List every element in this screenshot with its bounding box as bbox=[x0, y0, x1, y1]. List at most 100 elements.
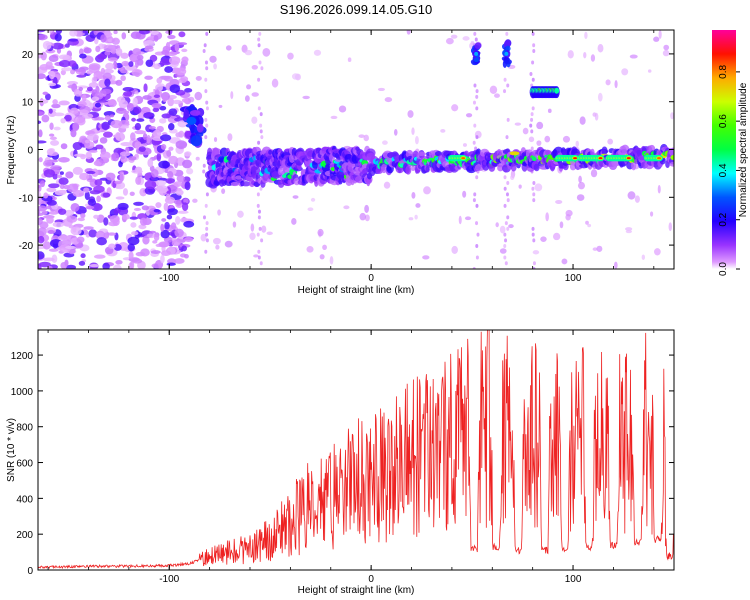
heatmap-cell bbox=[406, 30, 411, 35]
heatmap-cell bbox=[153, 209, 160, 213]
heatmap-cell bbox=[82, 30, 89, 34]
spectrogram-x-label: Height of straight line (km) bbox=[298, 285, 415, 296]
heatmap-cell bbox=[115, 132, 126, 142]
heatmap-cell bbox=[587, 223, 592, 228]
heatmap-cell bbox=[475, 221, 479, 226]
colorbar-tick-label: 0.0 bbox=[718, 262, 729, 276]
heatmap-cell bbox=[190, 122, 195, 134]
heatmap-cell bbox=[380, 163, 388, 174]
heatmap-cell bbox=[160, 134, 172, 142]
heatmap-cell bbox=[47, 229, 55, 234]
heatmap-cell bbox=[531, 77, 535, 82]
heatmap-cell bbox=[506, 117, 510, 122]
heatmap-cell bbox=[319, 254, 325, 260]
heatmap-cell bbox=[584, 31, 588, 40]
heatmap-cell bbox=[472, 100, 476, 105]
heatmap-cell bbox=[39, 64, 50, 71]
heatmap-cell bbox=[621, 68, 629, 76]
heatmap-cell bbox=[147, 158, 154, 168]
heatmap-cell bbox=[473, 31, 477, 36]
heatmap-cell bbox=[168, 56, 181, 65]
heatmap-cell bbox=[65, 245, 77, 250]
heatmap-cell bbox=[85, 151, 92, 160]
heatmap-cell bbox=[382, 140, 388, 145]
heatmap-cell bbox=[128, 61, 134, 67]
heatmap-cell bbox=[72, 122, 80, 132]
heatmap-cell bbox=[662, 49, 670, 57]
heatmap-cell bbox=[260, 66, 264, 71]
heatmap-cell bbox=[504, 238, 508, 243]
heatmap-cell bbox=[171, 239, 181, 247]
heatmap-cell bbox=[383, 181, 391, 189]
heatmap-cell bbox=[93, 254, 106, 259]
heatmap-cell bbox=[128, 156, 137, 161]
heatmap-cell bbox=[116, 96, 126, 104]
heatmap-cell bbox=[474, 42, 482, 49]
heatmap-cell bbox=[532, 180, 536, 185]
snr-x-tick-label: 0 bbox=[368, 574, 374, 585]
heatmap-cell bbox=[204, 89, 208, 94]
heatmap-cell bbox=[653, 248, 661, 256]
heatmap-cell bbox=[57, 208, 67, 215]
heatmap-cell bbox=[184, 130, 192, 137]
heatmap-cell bbox=[186, 116, 197, 125]
heatmap-cell bbox=[169, 84, 181, 94]
heatmap-cell bbox=[120, 75, 126, 82]
heatmap-cell bbox=[218, 104, 223, 108]
heatmap-cell bbox=[82, 113, 94, 119]
colorbar-gradient bbox=[712, 30, 736, 269]
heatmap-cell bbox=[411, 127, 415, 135]
heatmap-cell bbox=[230, 181, 240, 187]
heatmap-cell bbox=[121, 32, 127, 40]
heatmap-cell bbox=[583, 51, 587, 59]
heatmap-cell bbox=[573, 157, 578, 160]
heatmap-cell bbox=[473, 57, 480, 63]
colorbar-tick-label: 0.4 bbox=[718, 163, 729, 177]
heatmap-cell bbox=[205, 66, 209, 71]
heatmap-cell bbox=[567, 50, 574, 59]
heatmap-cell bbox=[260, 238, 264, 243]
heatmap-cell bbox=[183, 253, 189, 259]
heatmap-cell bbox=[307, 207, 314, 212]
heatmap-cell bbox=[183, 220, 195, 228]
heatmap-cell bbox=[54, 189, 66, 196]
heatmap-cell bbox=[503, 232, 507, 237]
heatmap-cell bbox=[190, 135, 203, 147]
heatmap-cell bbox=[38, 140, 47, 144]
heatmap-cell bbox=[458, 215, 462, 225]
colorbar-label: Normalized spectral amplitude bbox=[738, 82, 749, 217]
heatmap-cell bbox=[414, 135, 419, 145]
heatmap-cell bbox=[532, 198, 536, 203]
heatmap-cell bbox=[119, 119, 130, 125]
heatmap-cell bbox=[48, 210, 59, 215]
heatmap-cell bbox=[115, 48, 123, 57]
heatmap-cell bbox=[66, 215, 78, 223]
heatmap-cell bbox=[48, 108, 53, 114]
heatmap-cell bbox=[184, 88, 193, 93]
snr-series-line bbox=[38, 330, 674, 570]
heatmap-cell bbox=[72, 141, 83, 151]
heatmap-cell bbox=[38, 251, 45, 260]
heatmap-cell bbox=[143, 83, 148, 93]
heatmap-cell bbox=[259, 129, 263, 134]
heatmap-cell bbox=[605, 79, 611, 86]
heatmap-cell bbox=[540, 236, 547, 242]
heatmap-cell bbox=[126, 102, 134, 112]
heatmap-cell bbox=[94, 117, 106, 121]
heatmap-cell bbox=[40, 51, 47, 61]
heatmap-cell bbox=[259, 261, 263, 266]
heatmap-cell bbox=[338, 105, 347, 113]
heatmap-cell bbox=[60, 117, 66, 124]
heatmap-cell bbox=[104, 78, 111, 87]
heatmap-cell bbox=[124, 65, 137, 71]
heatmap-cell bbox=[592, 247, 598, 251]
heatmap-cell bbox=[114, 180, 122, 185]
heatmap-cell bbox=[159, 105, 167, 111]
heatmap-cell bbox=[129, 191, 135, 196]
heatmap-cell bbox=[168, 123, 175, 131]
snr-y-tick-label: 1000 bbox=[11, 387, 34, 398]
heatmap-cell bbox=[504, 261, 508, 266]
heatmap-cell bbox=[224, 240, 233, 248]
heatmap-cell bbox=[475, 94, 479, 99]
heatmap-cell bbox=[181, 56, 189, 63]
